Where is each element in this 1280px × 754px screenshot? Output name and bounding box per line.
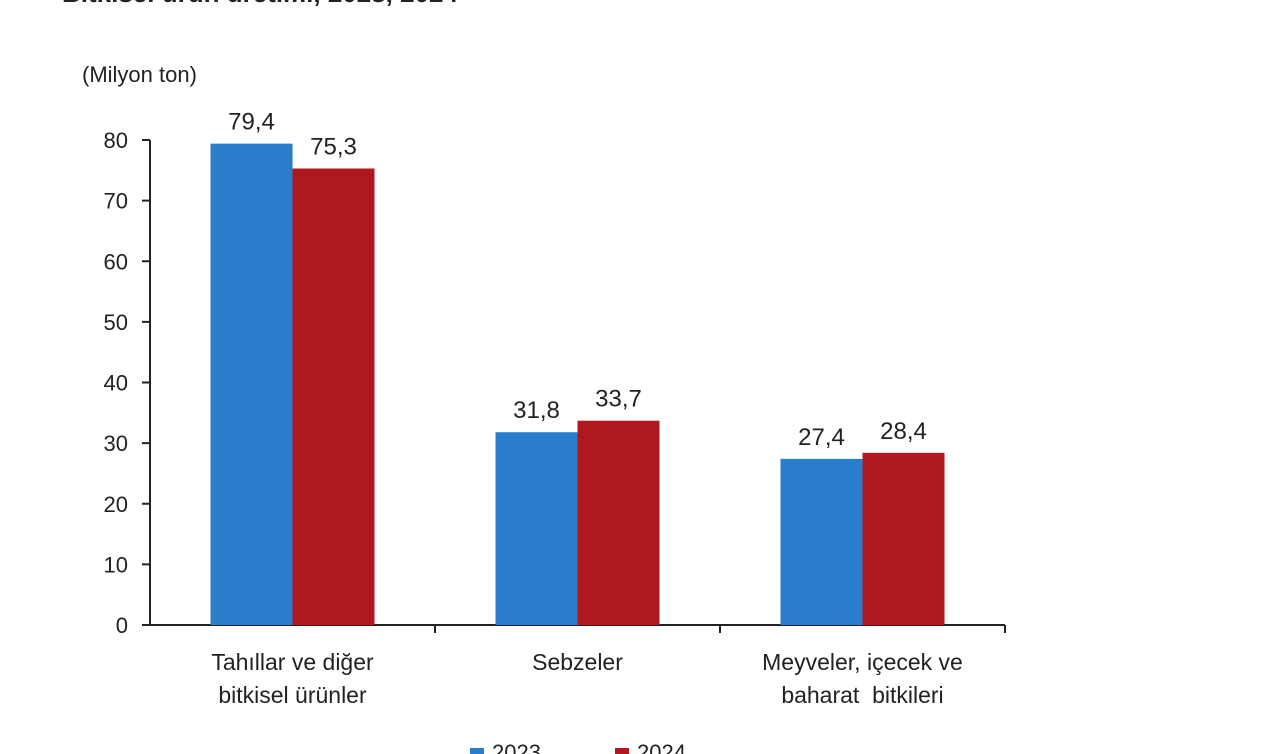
- category-label: Meyveler, içecek ve: [762, 649, 963, 675]
- legend-swatch-2024: [615, 748, 629, 754]
- y-tick-label: 10: [104, 552, 128, 577]
- bar-2023: [780, 458, 863, 625]
- legend-swatch-2023: [470, 748, 484, 754]
- y-tick-label: 60: [104, 249, 128, 274]
- y-axis-unit-label: (Milyon ton): [82, 62, 197, 87]
- category-label: Sebzeler: [532, 649, 623, 675]
- legend-label-2023: 2023: [492, 740, 541, 754]
- data-label-2023: 31,8: [513, 397, 560, 424]
- legend: 2023 2024: [470, 740, 686, 754]
- y-tick-label: 40: [104, 371, 128, 396]
- y-tick-label: 20: [104, 492, 128, 517]
- chart-title: Bitkisel ürün üretimi, 2023, 2024: [62, 0, 458, 8]
- category-label: baharat bitkileri: [781, 682, 943, 708]
- y-tick-label: 0: [116, 613, 128, 638]
- bar-2024: [292, 168, 375, 625]
- category-label: bitkisel ürünler: [218, 682, 367, 708]
- data-label-2024: 75,3: [310, 133, 357, 160]
- bar-2023: [495, 432, 578, 625]
- category-label: Tahıllar ve diğer: [211, 649, 374, 675]
- y-tick-label: 30: [104, 431, 128, 456]
- y-tick-label: 80: [104, 128, 128, 153]
- bar-2023: [210, 143, 293, 625]
- y-tick-label: 70: [104, 189, 128, 214]
- bar-2024: [577, 420, 660, 625]
- bars: [210, 143, 945, 625]
- data-label-2023: 27,4: [798, 424, 845, 451]
- data-labels: 79,4 75,3 31,8 33,7 27,4 28,4: [228, 109, 927, 451]
- data-label-2023: 79,4: [228, 109, 275, 136]
- bar-2024: [862, 452, 945, 625]
- y-tick-label: 50: [104, 310, 128, 335]
- category-labels: Tahıllar ve diğer bitkisel ürünler Sebzele…: [211, 649, 963, 708]
- legend-label-2024: 2024: [637, 740, 686, 754]
- data-label-2024: 28,4: [880, 418, 927, 445]
- data-label-2024: 33,7: [595, 386, 642, 413]
